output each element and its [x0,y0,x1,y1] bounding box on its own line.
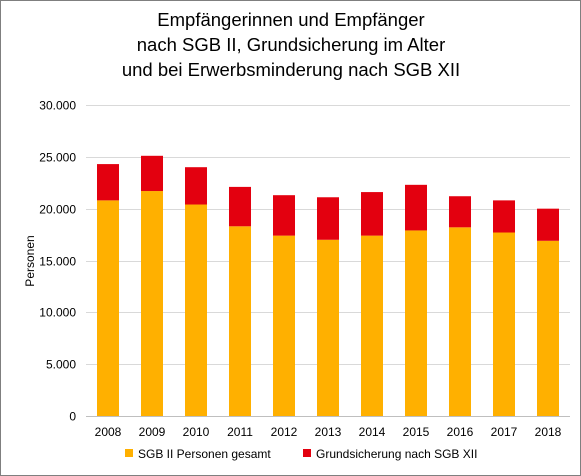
bar-sgb12 [493,200,515,233]
x-tick-label: 2014 [359,425,386,439]
x-tick-label: 2017 [491,425,518,439]
x-tick-label: 2011 [227,425,253,439]
bar-sgb2 [97,200,119,416]
bar-sgb12 [449,196,471,228]
bar-sgb2 [405,230,427,416]
chart-title-line-2: nach SGB II, Grundsicherung im Alter [137,34,445,55]
bar-sgb2 [229,226,251,416]
y-tick-label: 5.000 [46,358,76,372]
legend-swatch [303,449,311,457]
bar-sgb2 [537,240,559,416]
bar-sgb12 [185,167,207,205]
bar-sgb12 [537,208,559,241]
legend-label: SGB II Personen gesamt [138,447,271,461]
legend-label: Grundsicherung nach SGB XII [316,447,477,461]
y-tick-label: 10.000 [39,306,76,320]
legend-swatch [125,449,133,457]
x-tick-label: 2008 [95,425,122,439]
x-tick-label: 2009 [139,425,166,439]
bar-sgb2 [141,191,163,416]
x-tick-label: 2013 [315,425,342,439]
chart-title: Empfängerinnen und Empfänger nach SGB II… [122,9,460,80]
bar-sgb12 [229,186,251,227]
chart-title-line-1: Empfängerinnen und Empfänger [157,9,424,30]
x-tick-label: 2018 [535,425,562,439]
bar-sgb12 [361,192,383,236]
x-tick-label: 2012 [271,425,298,439]
y-tick-label: 30.000 [39,99,76,113]
y-tick-label: 25.000 [39,151,76,165]
bar-sgb12 [97,164,119,201]
y-axis-label: Personen [23,235,37,286]
chart-title-line-3: und bei Erwerbsminderung nach SGB XII [122,59,460,80]
y-tick-label: 15.000 [39,255,76,269]
legend: SGB II Personen gesamt Grundsicherung nac… [125,447,477,461]
bar-sgb2 [185,204,207,416]
bar-sgb2 [493,232,515,416]
bar-sgb2 [317,239,339,416]
bar-sgb2 [361,235,383,416]
bar-sgb12 [405,184,427,231]
y-tick-label: 20.000 [39,203,76,217]
bars [97,155,559,416]
bar-sgb2 [273,235,295,416]
y-axis-ticks: 0 5.000 10.000 15.000 20.000 25.000 30.000 [39,99,76,424]
x-axis-ticks: 2008 2009 2010 2011 2012 2013 2014 2015 2016 2017… [95,425,562,439]
bar-sgb2 [449,227,471,416]
y-tick-label: 0 [69,410,76,424]
x-tick-label: 2010 [183,425,210,439]
x-tick-label: 2016 [447,425,474,439]
bar-sgb12 [273,195,295,236]
bar-sgb12 [141,155,163,192]
bar-sgb12 [317,197,339,240]
x-tick-label: 2015 [403,425,430,439]
